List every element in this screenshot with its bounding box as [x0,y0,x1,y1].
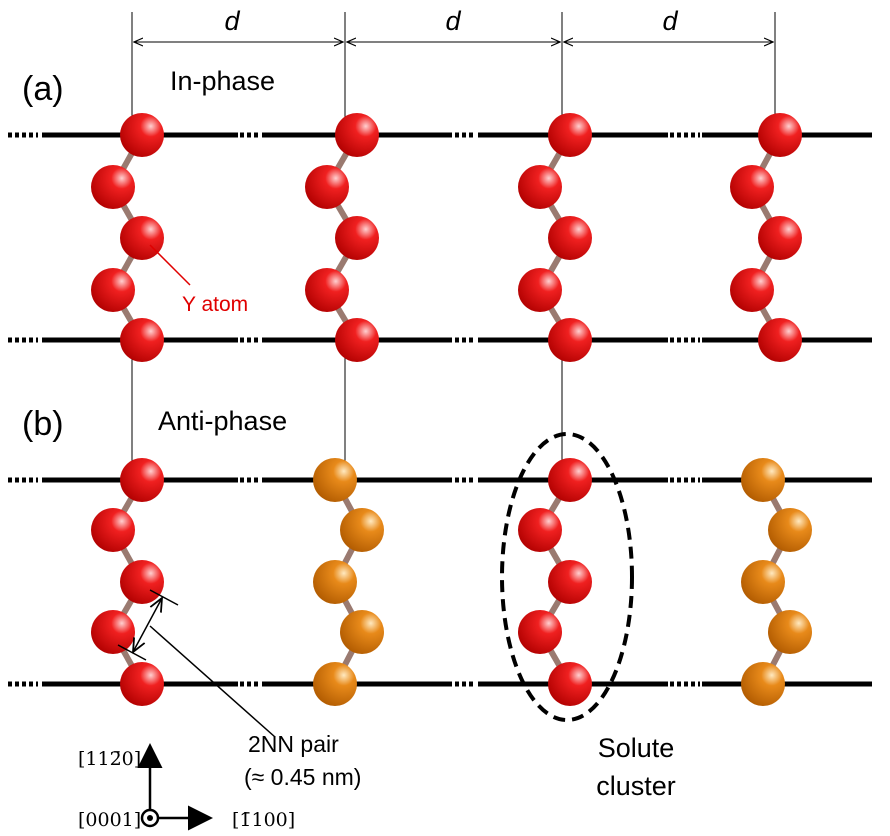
panel-title: In-phase [170,66,275,96]
atom [120,113,164,157]
pair-label: (≈ 0.45 nm) [244,764,361,790]
atom [91,268,135,312]
dim-label: d [662,6,678,36]
atom [768,508,812,552]
atom [120,560,164,604]
atom [305,165,349,209]
atom [91,610,135,654]
atom [758,318,802,362]
pointer [150,245,190,285]
atom [313,662,357,706]
atom [305,268,349,312]
diagram: d d d (a) In-phase Y atom (b) Anti-phase… [0,0,890,836]
atom [518,508,562,552]
atom [335,318,379,362]
atom [518,610,562,654]
atom [120,458,164,502]
atom [91,508,135,552]
atom [548,458,592,502]
pair-arrow [133,598,162,652]
atom [548,662,592,706]
atom [548,216,592,260]
atom [335,113,379,157]
atom [120,662,164,706]
atom [518,268,562,312]
atom [758,113,802,157]
panel-label: (b) [22,405,64,443]
atom [730,268,774,312]
atom [313,458,357,502]
atom [120,318,164,362]
dim-label: d [445,6,461,36]
axis-out [147,815,153,821]
atom [313,560,357,604]
axis-label: [0001] [78,809,141,831]
atom [340,508,384,552]
atom [758,216,802,260]
atom [741,560,785,604]
atom [741,662,785,706]
atom [335,216,379,260]
axis-label: [1̄100] [232,809,295,831]
dim-label: d [224,6,240,36]
cluster-label: cluster [596,771,676,801]
cluster-label: Solute [598,733,675,763]
atom [768,610,812,654]
atom [548,113,592,157]
pair-label: 2NN pair [248,731,339,757]
atom [91,165,135,209]
panel-label: (a) [22,70,64,108]
axis-label: [112̄0] [78,748,141,770]
atom [340,610,384,654]
atom [548,318,592,362]
layout [8,12,872,826]
atom-label: Y atom [182,293,248,316]
atom [741,458,785,502]
panel-title: Anti-phase [158,406,287,436]
atom [518,165,562,209]
atom [548,560,592,604]
atom [730,165,774,209]
